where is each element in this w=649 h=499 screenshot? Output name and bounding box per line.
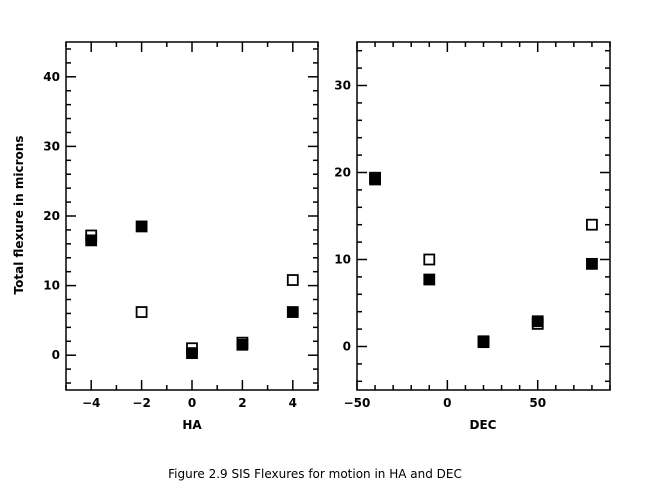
dec-open-point bbox=[477, 335, 490, 348]
dec-open-point bbox=[531, 317, 544, 330]
ha-x-tick-label: −2 bbox=[132, 396, 150, 410]
ha-x-tick-label: 2 bbox=[238, 396, 246, 410]
ha-open-point bbox=[236, 336, 249, 349]
ha-y-tick-label: 40 bbox=[43, 70, 60, 84]
ha-x-tick-label: 4 bbox=[289, 396, 297, 410]
ha-y-tick-label: 30 bbox=[43, 139, 60, 153]
ha-y-tick-label: 10 bbox=[43, 279, 60, 293]
dec-x-axis-label: DEC bbox=[470, 418, 497, 432]
ha-x-tick-label: −4 bbox=[82, 396, 100, 410]
ha-open-point bbox=[286, 274, 299, 286]
dec-filled-point bbox=[586, 257, 598, 270]
dec-x-tick-label: 50 bbox=[529, 396, 546, 410]
ha-y-axis-label: Total flexure in microns bbox=[12, 136, 26, 295]
ha-panel: 0 10 20 30 40 −4 −2 0 2 4 HA Total flexure in micro… bbox=[12, 41, 319, 432]
figure-caption: Figure 2.9 SIS Flexures for motion in HA… bbox=[168, 467, 462, 481]
dec-open-point bbox=[586, 218, 598, 231]
dec-y-tick-label: 10 bbox=[334, 253, 351, 267]
ha-filled-point bbox=[135, 220, 148, 233]
ha-y-tick-label: 0 bbox=[52, 348, 60, 362]
ha-x-tick-label: 0 bbox=[188, 396, 196, 410]
ha-open-point bbox=[186, 342, 198, 355]
ha-x-axis-label: HA bbox=[182, 418, 202, 432]
dec-x-tick-label: −50 bbox=[344, 396, 371, 410]
dec-filled-point bbox=[423, 273, 436, 286]
dec-y-tick-label: 20 bbox=[334, 166, 351, 180]
dec-y-tick-label: 0 bbox=[343, 340, 351, 354]
dec-panel: 0 10 20 30 −50 0 50 DEC bbox=[334, 41, 611, 432]
dec-open-point bbox=[369, 171, 381, 184]
ha-filled-point bbox=[286, 306, 299, 318]
dec-y-tick-label: 30 bbox=[334, 79, 351, 93]
dec-open-point bbox=[423, 253, 436, 266]
ha-open-point bbox=[85, 229, 98, 242]
ha-y-tick-label: 20 bbox=[43, 209, 60, 223]
dec-x-tick-label: 0 bbox=[443, 396, 451, 410]
ha-plot-frame bbox=[65, 41, 319, 391]
ha-open-point bbox=[135, 306, 148, 318]
